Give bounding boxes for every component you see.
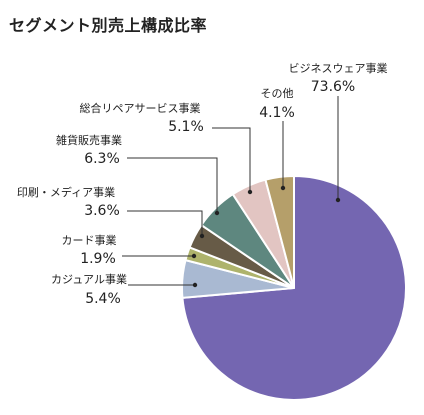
leader-dot xyxy=(335,197,341,203)
slice-label: カード事業 xyxy=(62,234,117,247)
slice-value-label: 4.1% xyxy=(259,105,295,121)
leader-dot xyxy=(214,210,220,216)
slice-label: カジュアル事業 xyxy=(51,273,127,286)
slice-label: 雑貨販売事業 xyxy=(56,133,122,147)
slice-value-label: 3.6% xyxy=(84,203,120,219)
leader-dot xyxy=(191,253,197,259)
chart-title: セグメント別売上構成比率 xyxy=(9,16,208,35)
slice-label: その他 xyxy=(261,87,294,100)
slice-value-label: 5.4% xyxy=(85,291,121,307)
slice-value-label: 5.1% xyxy=(168,119,204,135)
slice-label: 総合リペアサービス事業 xyxy=(80,101,201,115)
leader-dot xyxy=(247,189,253,195)
slice-value-label: 73.6% xyxy=(311,79,355,95)
slice-value-label: 1.9% xyxy=(80,251,116,267)
leader-line xyxy=(127,210,203,236)
pie-slice xyxy=(264,174,295,289)
slice-label: ビジネスウェア事業 xyxy=(289,62,388,75)
leader-dot xyxy=(280,185,286,191)
leader-line xyxy=(212,127,251,192)
slice-value-label: 6.3% xyxy=(84,151,120,167)
leader-dot xyxy=(199,233,205,239)
slice-label: 印刷・メディア事業 xyxy=(17,185,115,199)
leader-dot xyxy=(192,282,198,288)
leader-line xyxy=(127,157,218,213)
